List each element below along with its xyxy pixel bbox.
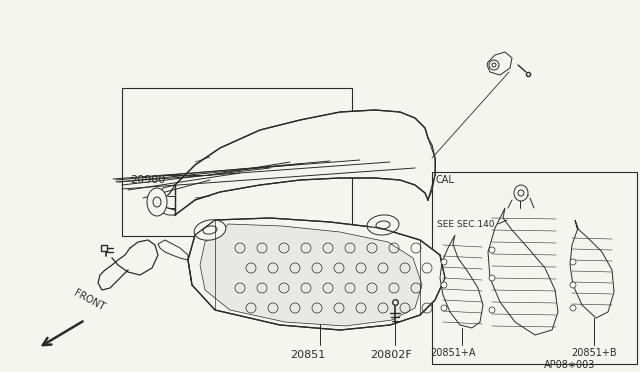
Polygon shape (440, 235, 483, 328)
Ellipse shape (376, 221, 390, 229)
Ellipse shape (367, 215, 399, 235)
Ellipse shape (441, 282, 447, 288)
Ellipse shape (153, 197, 161, 207)
Polygon shape (188, 218, 445, 330)
Ellipse shape (489, 307, 495, 313)
Text: FRONT: FRONT (72, 288, 106, 312)
Polygon shape (488, 208, 558, 335)
Ellipse shape (489, 275, 495, 281)
Text: SEE SEC.140: SEE SEC.140 (437, 220, 495, 229)
Polygon shape (487, 52, 512, 75)
Ellipse shape (147, 188, 167, 216)
Text: 20851: 20851 (290, 350, 325, 360)
Text: CAL: CAL (435, 175, 454, 185)
Bar (432, 172, 637, 364)
Text: AP08∗003: AP08∗003 (544, 360, 596, 370)
Polygon shape (200, 224, 422, 326)
Text: 20851+A: 20851+A (430, 348, 476, 358)
Text: 20851+B: 20851+B (571, 348, 617, 358)
Ellipse shape (203, 226, 217, 234)
Ellipse shape (492, 63, 496, 67)
Ellipse shape (441, 305, 447, 311)
Ellipse shape (194, 220, 226, 240)
Ellipse shape (441, 259, 447, 265)
Ellipse shape (518, 190, 524, 196)
Text: 20900: 20900 (130, 175, 165, 185)
Ellipse shape (514, 185, 528, 201)
Ellipse shape (570, 259, 576, 265)
Ellipse shape (489, 247, 495, 253)
Ellipse shape (570, 305, 576, 311)
Bar (122, 88, 352, 236)
Polygon shape (570, 220, 614, 318)
Polygon shape (100, 240, 158, 275)
Text: 20802F: 20802F (370, 350, 412, 360)
Ellipse shape (570, 282, 576, 288)
Polygon shape (158, 240, 188, 260)
Ellipse shape (489, 60, 499, 70)
Polygon shape (175, 110, 435, 215)
